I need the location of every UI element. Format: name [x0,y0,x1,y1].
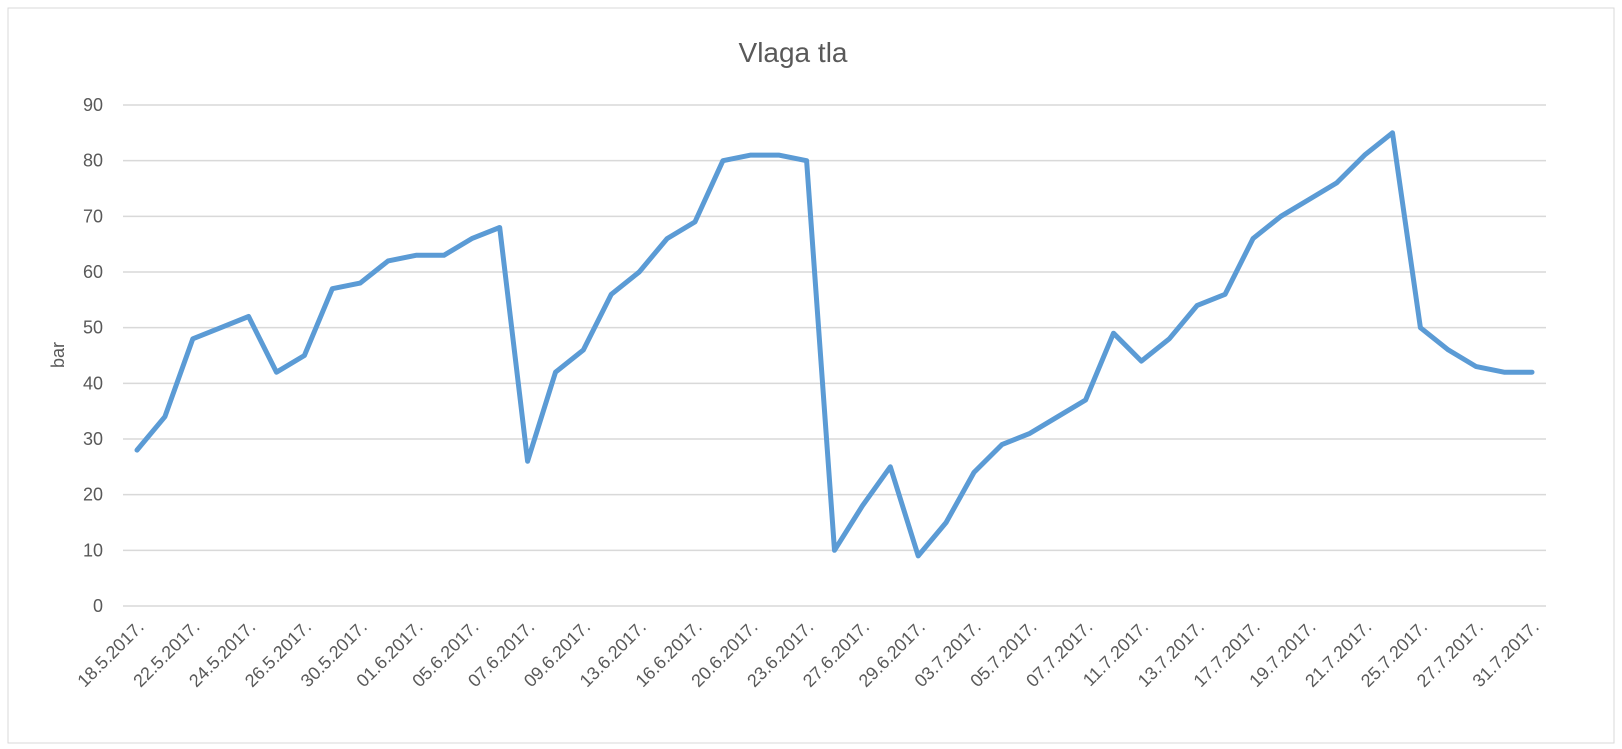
y-tick-label: 30 [83,429,103,449]
y-tick-label: 0 [93,596,103,616]
y-tick-label: 60 [83,262,103,282]
chart-border [7,7,1615,744]
y-tick-label: 70 [83,206,103,226]
y-tick-label: 90 [83,95,103,115]
y-axis-label: bar [48,342,68,368]
y-tick-label: 10 [83,540,103,560]
data-line [134,130,1535,559]
y-tick-label: 40 [83,373,103,393]
y-tick-label: 50 [83,318,103,338]
y-tick-label: 20 [83,485,103,505]
y-tick-label: 80 [83,151,103,171]
chart-title: Vlaga tla [739,37,848,68]
